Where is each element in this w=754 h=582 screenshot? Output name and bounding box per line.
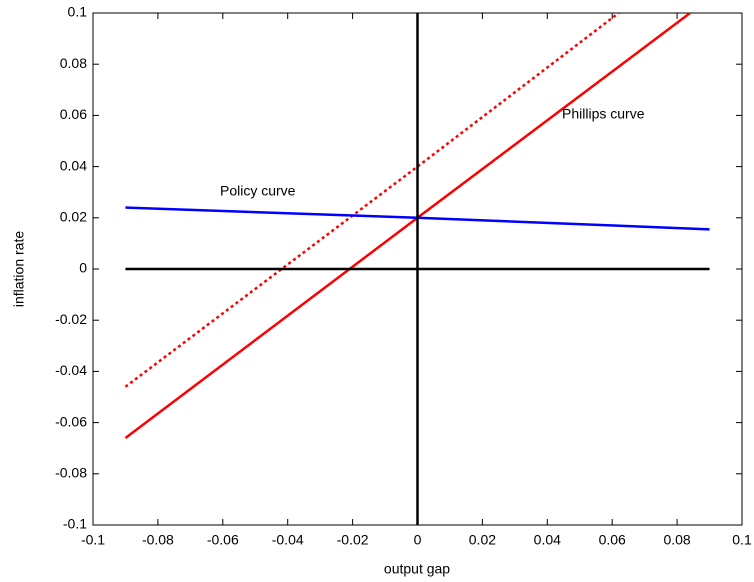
- x-axis-label: output gap: [384, 561, 450, 577]
- x-tick-label: 0.04: [534, 532, 561, 548]
- x-tick-label: 0.08: [663, 532, 690, 548]
- y-tick-label: -0.06: [55, 413, 87, 429]
- plot-area: [124, 13, 710, 525]
- x-tick-label: 0.02: [469, 532, 496, 548]
- y-tick-label: 0.04: [60, 157, 87, 173]
- series-line: [124, 13, 620, 388]
- y-tick-label: -0.1: [63, 516, 87, 532]
- y-tick-label: 0: [79, 260, 87, 276]
- x-tick-label: -0.06: [207, 532, 239, 548]
- y-tick-label: 0.1: [68, 4, 88, 20]
- annotation: Policy curve: [220, 183, 296, 199]
- x-tick-label: -0.08: [142, 532, 174, 548]
- y-axis-label: inflation rate: [11, 231, 27, 307]
- y-tick-label: -0.04: [55, 362, 87, 378]
- x-tick-label: -0.04: [272, 532, 304, 548]
- x-tick-label: -0.1: [81, 532, 105, 548]
- x-tick-label: 0: [414, 532, 422, 548]
- y-tick-label: 0.08: [60, 55, 87, 71]
- x-tick-label: 0.1: [732, 532, 752, 548]
- y-tick-label: 0.02: [60, 209, 87, 225]
- y-tick-label: -0.02: [55, 311, 87, 327]
- y-tick-label: 0.06: [60, 106, 87, 122]
- annotation: Phillips curve: [562, 106, 645, 122]
- y-tick-label: -0.08: [55, 465, 87, 481]
- x-tick-label: 0.06: [599, 532, 626, 548]
- x-tick-label: -0.02: [337, 532, 369, 548]
